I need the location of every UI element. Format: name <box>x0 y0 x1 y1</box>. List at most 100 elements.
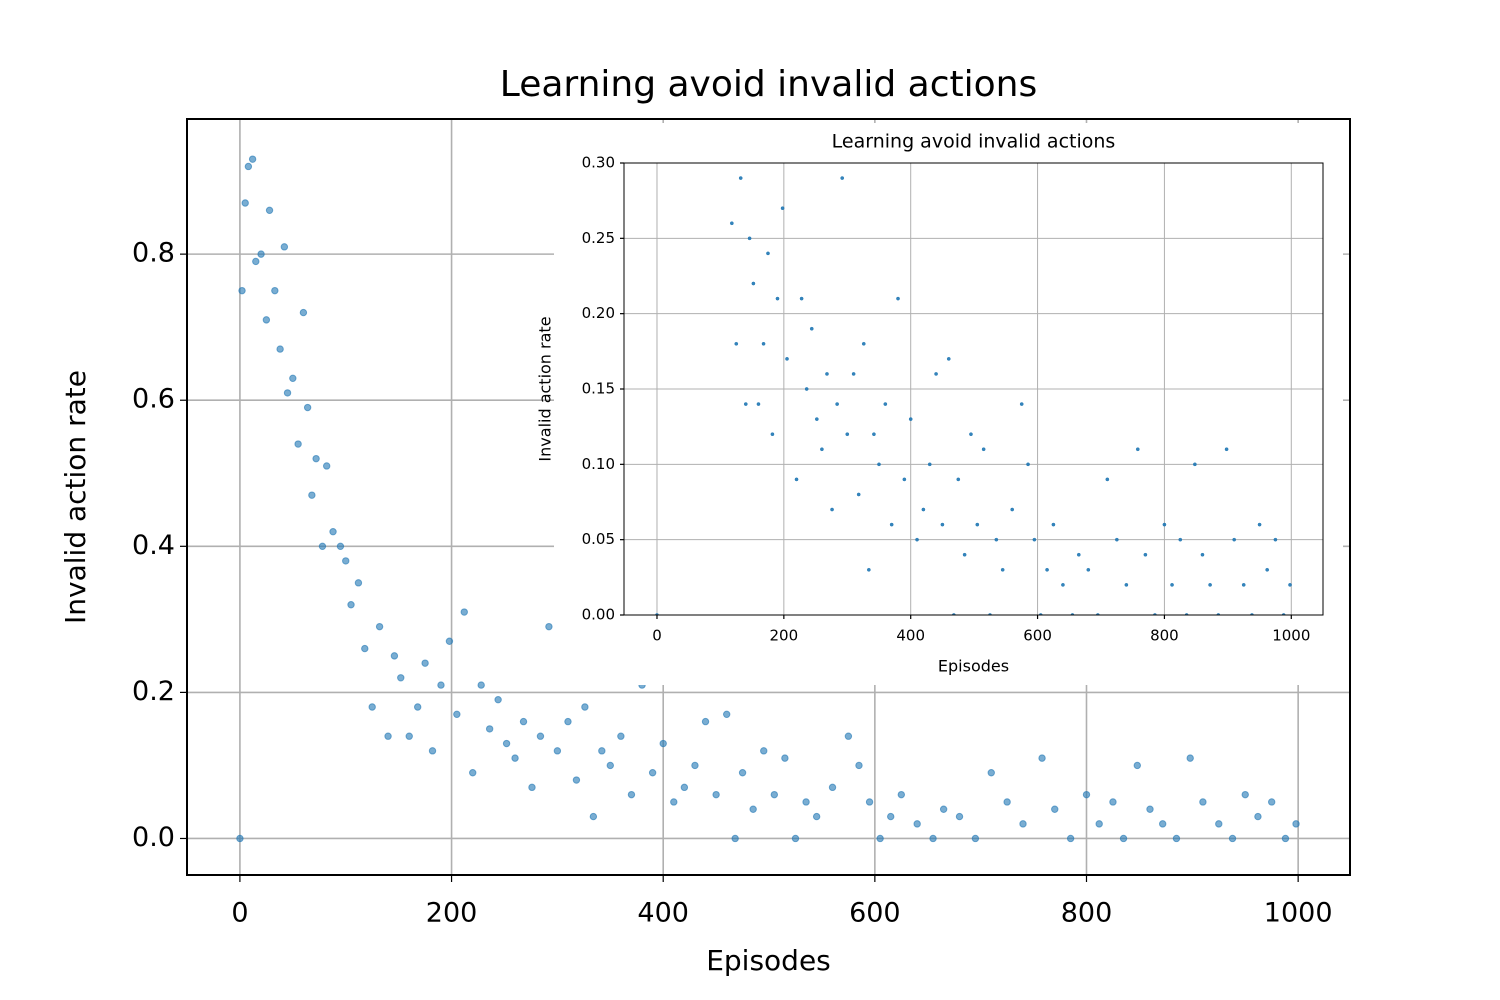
point <box>322 462 331 470</box>
point <box>276 345 284 353</box>
point <box>494 695 502 704</box>
point <box>939 805 948 813</box>
point <box>528 783 536 792</box>
point <box>785 357 789 361</box>
point <box>712 790 720 799</box>
point <box>536 732 545 740</box>
point <box>876 834 884 843</box>
x-tick-label: 600 <box>849 898 901 929</box>
y-tick-label: 0.15 <box>582 380 615 398</box>
point <box>716 11 719 14</box>
point <box>1119 834 1128 843</box>
point <box>756 402 761 406</box>
point <box>1095 820 1103 828</box>
point <box>809 326 814 331</box>
point <box>1288 583 1292 587</box>
point <box>299 308 308 317</box>
point <box>927 462 932 467</box>
point <box>511 754 519 762</box>
point <box>1158 820 1167 828</box>
point <box>1019 820 1027 828</box>
point <box>866 567 871 572</box>
point <box>271 286 279 295</box>
point <box>312 454 320 463</box>
point <box>719 41 722 44</box>
x-tick-label: 1000 <box>1264 898 1333 929</box>
point <box>1061 583 1065 587</box>
point <box>1215 820 1223 828</box>
point <box>1193 462 1197 467</box>
point <box>1135 447 1140 452</box>
y-tick-label: 0.8 <box>132 238 175 269</box>
point <box>749 805 757 813</box>
point <box>929 834 937 843</box>
point <box>981 447 986 452</box>
point <box>975 522 980 527</box>
point <box>347 601 355 609</box>
point <box>883 402 888 406</box>
point <box>262 316 271 324</box>
point <box>780 206 785 211</box>
point <box>361 644 369 653</box>
point <box>1199 798 1207 806</box>
point <box>962 552 967 557</box>
point <box>659 739 667 748</box>
point <box>303 403 312 412</box>
point <box>812 812 821 821</box>
point <box>606 761 614 770</box>
point <box>564 717 572 726</box>
point <box>1082 790 1091 799</box>
point <box>1133 761 1141 770</box>
point <box>413 703 422 711</box>
x-tick-label: 600 <box>1023 627 1052 645</box>
x-tick-label: 800 <box>1150 627 1179 645</box>
point <box>670 798 678 806</box>
point <box>1051 805 1059 813</box>
point <box>1115 537 1119 542</box>
point <box>519 717 528 726</box>
point <box>840 176 845 180</box>
point <box>865 798 874 806</box>
point <box>955 812 964 821</box>
point <box>751 281 756 286</box>
point <box>308 491 316 499</box>
point <box>1143 552 1148 557</box>
point <box>1241 583 1246 587</box>
point <box>1105 477 1110 482</box>
point <box>236 834 244 843</box>
point <box>761 341 766 346</box>
point <box>835 402 839 406</box>
point <box>844 732 853 740</box>
point <box>572 776 581 784</box>
point <box>872 432 876 437</box>
x-tick-label: 800 <box>1061 898 1113 929</box>
point <box>1273 537 1278 542</box>
point <box>1224 447 1229 452</box>
point <box>913 820 921 828</box>
point <box>477 681 485 689</box>
point <box>877 462 881 467</box>
point <box>722 710 731 719</box>
point <box>971 834 980 843</box>
x-tick-label: 400 <box>896 627 925 645</box>
point <box>581 703 589 711</box>
point <box>921 507 926 512</box>
y-tick-label: 0.05 <box>582 530 615 548</box>
point <box>502 739 511 748</box>
point <box>1076 552 1081 557</box>
point <box>318 542 327 551</box>
point <box>428 747 437 755</box>
point <box>680 783 689 792</box>
point <box>794 477 799 482</box>
point <box>987 769 995 777</box>
y-tick-label: 0.25 <box>582 229 615 247</box>
point <box>257 250 265 258</box>
point <box>1200 552 1205 557</box>
point <box>1267 798 1276 806</box>
point <box>265 206 274 215</box>
point <box>437 681 445 689</box>
x-tick-label: 0 <box>652 627 662 645</box>
point <box>902 477 907 482</box>
point <box>384 732 392 740</box>
